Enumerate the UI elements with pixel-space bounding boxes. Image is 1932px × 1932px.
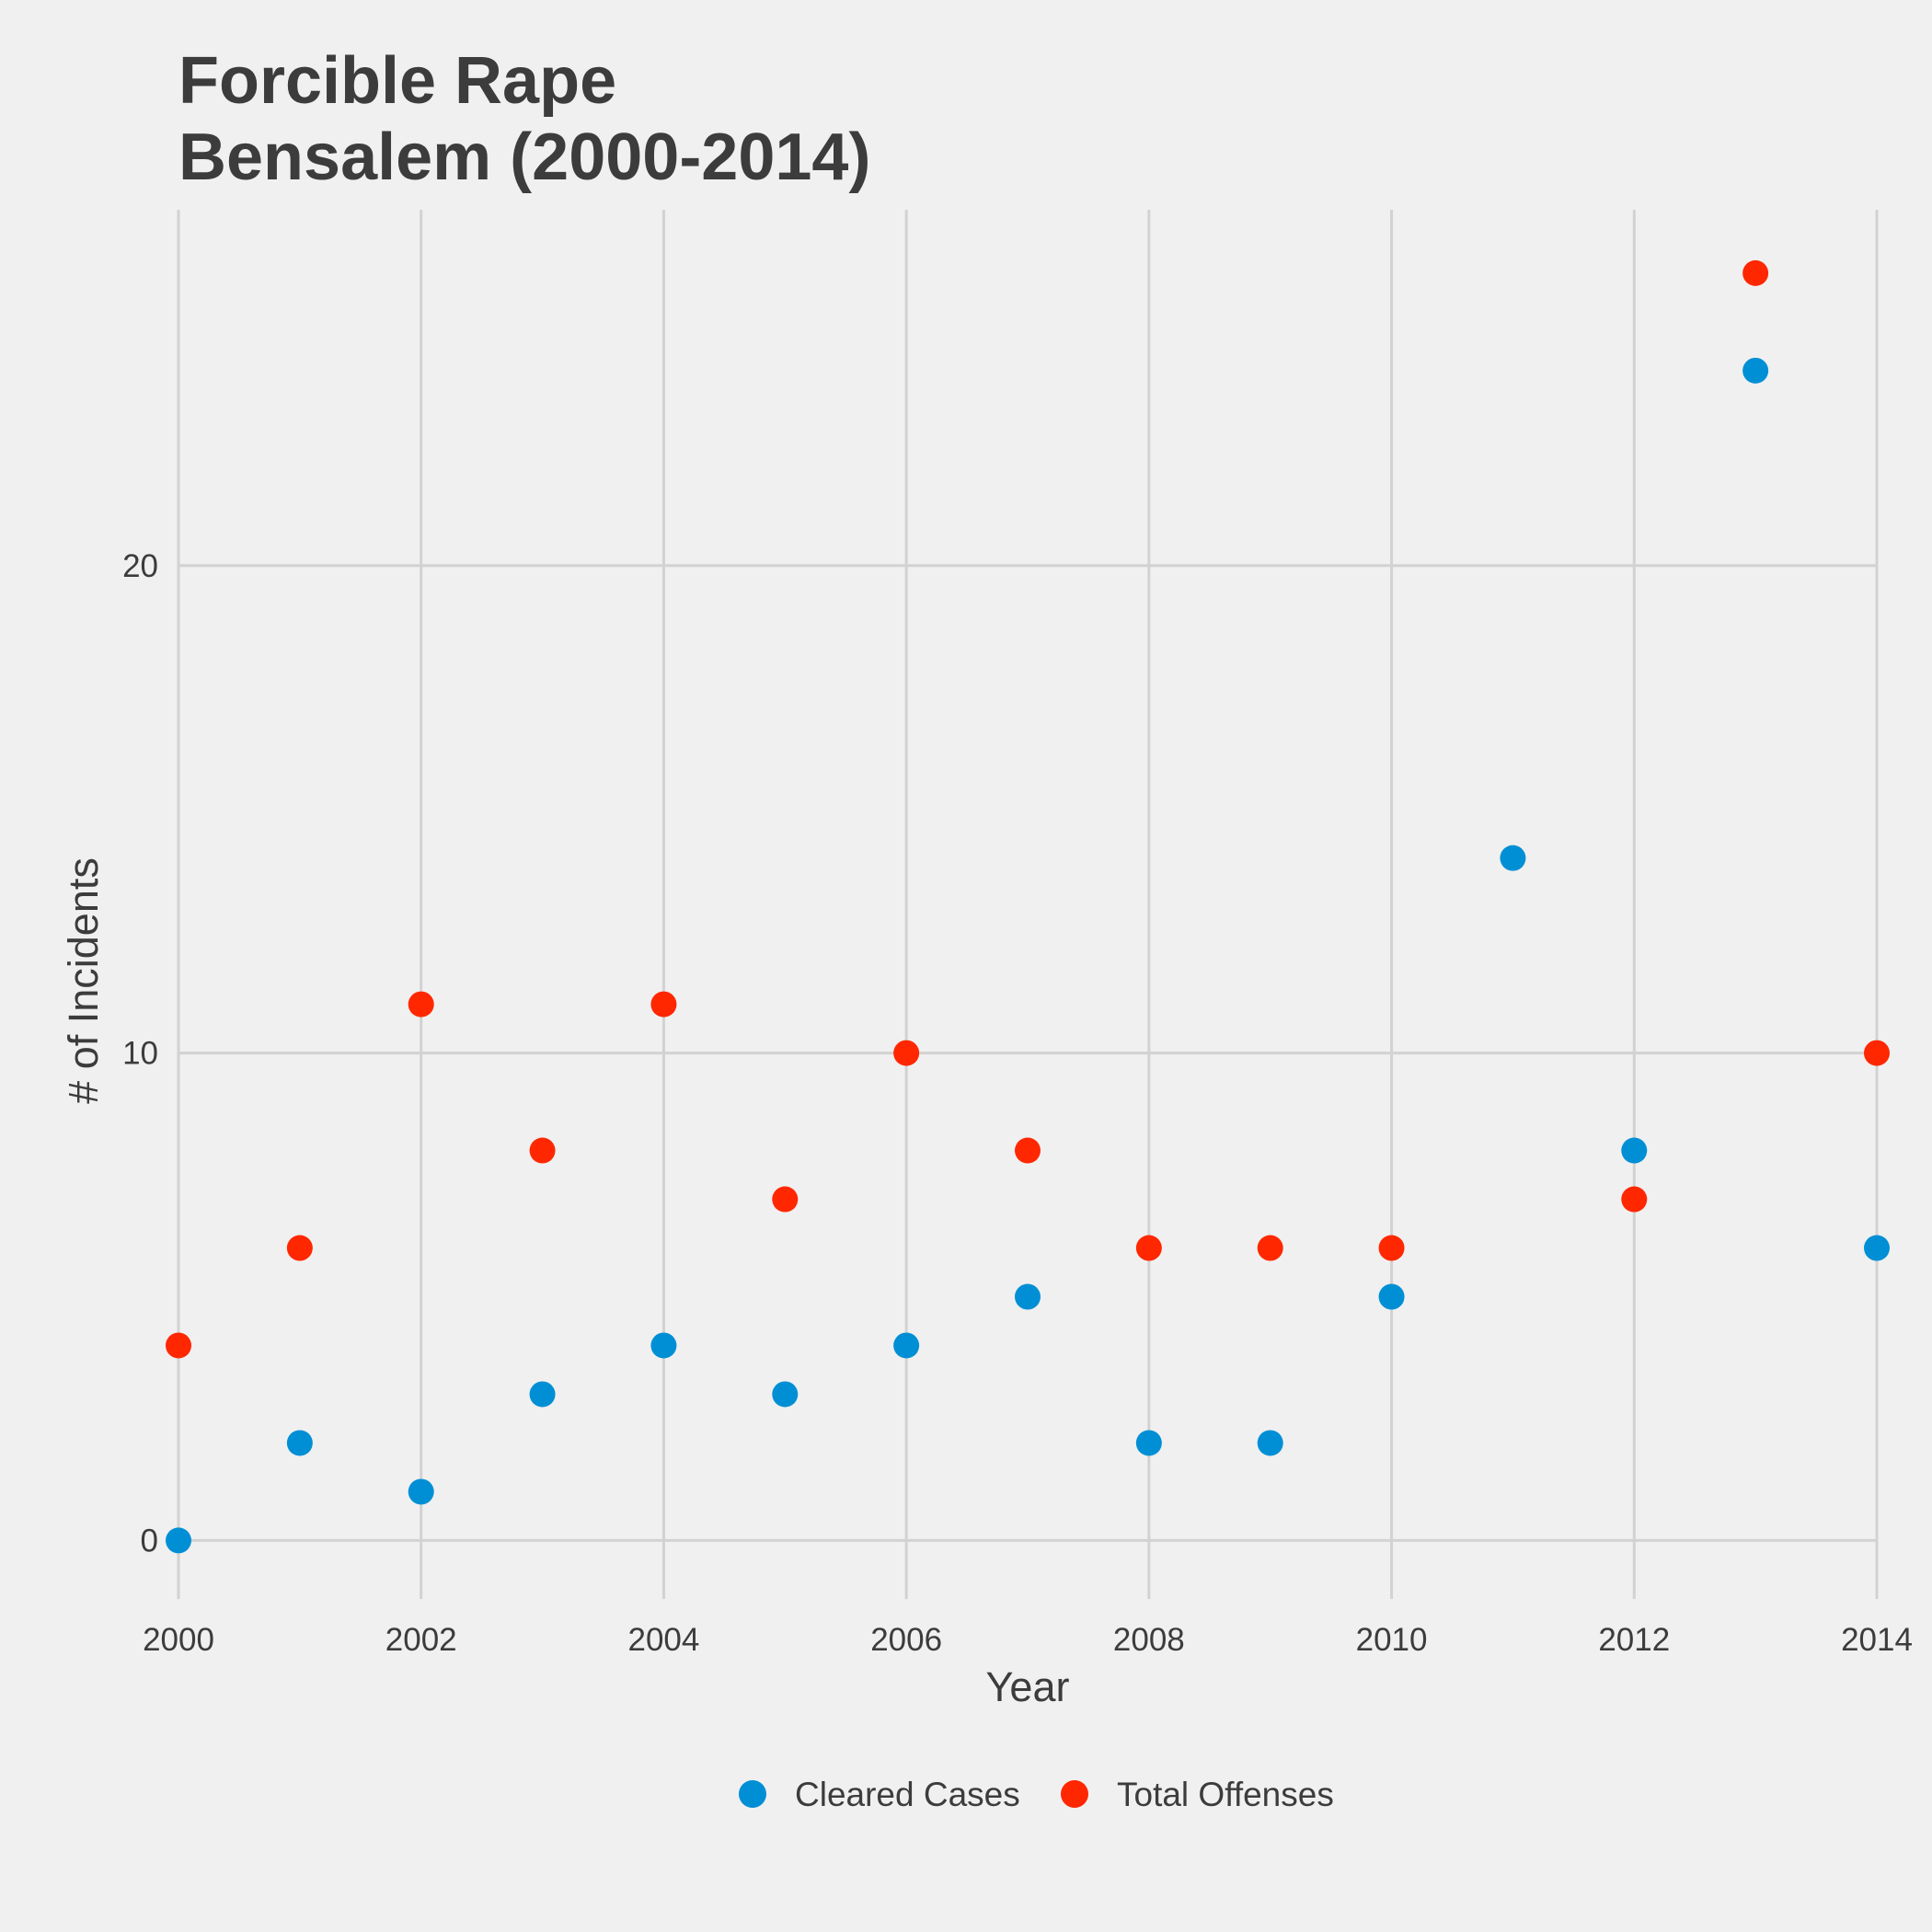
y-axis-title: # of Incidents	[60, 857, 107, 1104]
data-point-cleared-cases	[1864, 1235, 1890, 1261]
legend-label: Total Offenses	[1117, 1776, 1334, 1813]
y-tick-label: 20	[122, 548, 158, 584]
x-tick-label: 2014	[1841, 1622, 1913, 1658]
x-tick-label: 2008	[1113, 1622, 1185, 1658]
data-point-cleared-cases	[1742, 357, 1769, 384]
data-point-total-offenses	[772, 1186, 799, 1213]
data-point-cleared-cases	[1015, 1283, 1041, 1310]
data-point-total-offenses	[893, 1040, 920, 1066]
chart-title-line-1: Forcible Rape	[178, 44, 616, 118]
x-tick-label: 2004	[627, 1622, 699, 1658]
y-tick-label: 0	[141, 1523, 158, 1558]
data-point-cleared-cases	[286, 1430, 313, 1456]
data-point-total-offenses	[650, 991, 677, 1018]
data-points	[166, 259, 1890, 1554]
legend-marker	[1061, 1780, 1088, 1808]
x-tick-label: 2010	[1356, 1622, 1428, 1658]
data-point-cleared-cases	[1378, 1283, 1405, 1310]
data-point-cleared-cases	[529, 1381, 556, 1408]
x-tick-label: 2012	[1598, 1622, 1670, 1658]
data-point-cleared-cases	[772, 1381, 799, 1408]
data-point-cleared-cases	[893, 1332, 920, 1359]
x-tick-label: 2000	[143, 1622, 214, 1658]
data-point-total-offenses	[1135, 1235, 1162, 1261]
grid	[177, 210, 1879, 1599]
data-point-total-offenses	[529, 1137, 556, 1164]
data-point-cleared-cases	[650, 1332, 677, 1359]
y-axis-ticks: 0 10 20	[122, 548, 158, 1559]
x-axis-title: Year	[986, 1663, 1070, 1710]
data-point-total-offenses	[1378, 1235, 1405, 1261]
x-axis-ticks: 2000 2002 2004 2006 2008 2010 2012 2014	[143, 1622, 1913, 1658]
data-point-total-offenses	[408, 991, 434, 1018]
legend-marker	[739, 1780, 766, 1808]
data-point-total-offenses	[286, 1235, 313, 1261]
data-point-total-offenses	[1621, 1186, 1648, 1213]
data-point-total-offenses	[1015, 1137, 1041, 1164]
x-tick-label: 2002	[385, 1622, 457, 1658]
data-point-total-offenses	[1742, 259, 1769, 286]
data-point-cleared-cases	[1621, 1137, 1648, 1164]
y-tick-label: 10	[122, 1036, 158, 1072]
data-point-total-offenses	[1257, 1235, 1283, 1261]
legend-label: Cleared Cases	[795, 1776, 1020, 1813]
data-point-cleared-cases	[1135, 1430, 1162, 1456]
chart-title-line-2: Bensalem (2000-2014)	[178, 121, 870, 194]
data-point-cleared-cases	[408, 1478, 434, 1505]
data-point-total-offenses	[166, 1332, 191, 1359]
legend: Cleared Cases Total Offenses	[739, 1776, 1334, 1813]
data-point-cleared-cases	[1257, 1430, 1283, 1456]
data-point-cleared-cases	[166, 1527, 191, 1554]
data-point-total-offenses	[1864, 1040, 1890, 1066]
data-point-cleared-cases	[1500, 845, 1526, 871]
x-tick-label: 2006	[870, 1622, 942, 1658]
